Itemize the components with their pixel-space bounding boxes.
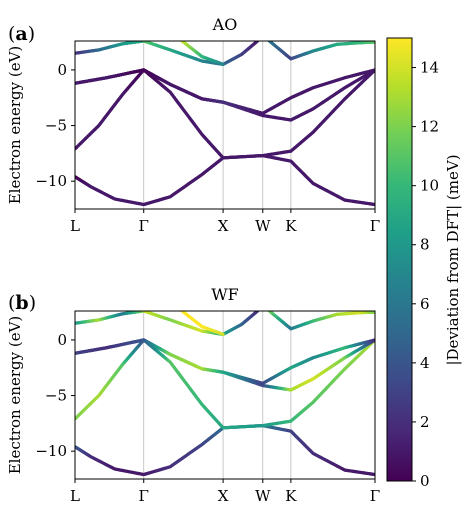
panel-b-band-4 <box>75 311 146 325</box>
panel-b-y-tick-label: 0 <box>57 331 67 349</box>
panel-b-x-tick-label: Γ <box>370 487 380 505</box>
colorbar-tick-label: 2 <box>420 413 430 431</box>
panel-a-y-axis: 0 −5 −10 <box>35 61 75 190</box>
panel-a-ylabel: Electron energy (eV) <box>6 46 24 205</box>
panel-a-x-tick-label: Γ <box>139 217 149 235</box>
panel-b-x-tick-label: K <box>285 487 297 505</box>
colorbar-label: |Deviation from DFT| (meV) <box>444 154 462 365</box>
panel-b-title: WF <box>211 285 239 304</box>
panel-a-band-3 <box>75 68 375 115</box>
panel-b-band-5 <box>142 311 260 336</box>
panel-b-band-0 <box>75 423 375 477</box>
colorbar: 0 2 4 6 8 10 12 14 |Deviation from DFT| (meV) <box>386 37 462 490</box>
panel-a-x-tick-label: X <box>218 217 229 235</box>
colorbar-ticks: 0 2 4 6 8 10 12 14 <box>412 59 439 490</box>
panel-b-y-tick-label: −10 <box>35 442 67 460</box>
colorbar-tick-label: 0 <box>420 472 430 490</box>
colorbar-tick-label: 12 <box>420 118 439 136</box>
panel-a-band-6 <box>180 41 225 66</box>
panel-a-frame <box>74 40 376 210</box>
colorbar-tick-label: 10 <box>420 177 439 195</box>
panel-a-y-tick-label: −10 <box>35 172 67 190</box>
panel-b-band-6 <box>180 311 225 336</box>
colorbar-tick-label: 8 <box>420 236 430 254</box>
panel-a-x-tick-label: W <box>255 217 271 235</box>
panel-a-x-tick-label: L <box>70 217 80 235</box>
panel-a-y-tick-label: −5 <box>45 117 67 135</box>
panel-a-band-0 <box>75 153 375 207</box>
panel-b-ylabel: Electron energy (eV) <box>6 316 24 475</box>
panel-a-label: (a) <box>8 23 35 45</box>
panel-a-title: AO <box>212 15 238 34</box>
colorbar-frame <box>386 37 413 482</box>
panel-b-x-tick-label: X <box>218 487 229 505</box>
panel-a-band-5 <box>142 41 260 66</box>
panel-b-label: (b) <box>8 292 36 314</box>
panel-b-band-3 <box>75 338 375 385</box>
colorbar-tick-label: 4 <box>420 354 430 372</box>
panel-b-y-tick-label: −5 <box>45 387 67 405</box>
panel-a-band-7 <box>267 41 375 61</box>
panel-a-band-4 <box>75 41 146 55</box>
panel-b-band-7 <box>267 311 375 331</box>
panel-a-x-tick-label: K <box>285 217 297 235</box>
panel-b-x-tick-label: W <box>255 487 271 505</box>
panel-a-y-tick-label: 0 <box>57 61 67 79</box>
panel-b-x-tick-label: L <box>70 487 80 505</box>
colorbar-bar <box>387 38 412 481</box>
panel-a-bands <box>75 41 375 207</box>
colorbar-tick-label: 6 <box>420 295 430 313</box>
panel-b-x-tick-label: Γ <box>139 487 149 505</box>
colorbar-tick-label: 14 <box>420 59 439 77</box>
panel-b-kpoint-gridlines <box>143 311 292 479</box>
panel-a-band-1 <box>75 68 375 160</box>
panel-a-x-tick-label: Γ <box>370 217 380 235</box>
panel-a-kpoint-gridlines <box>143 41 292 209</box>
panel-b-bands <box>75 311 375 477</box>
panel-b-frame <box>74 310 376 480</box>
panel-b-y-axis: 0 −5 −10 <box>35 331 75 460</box>
